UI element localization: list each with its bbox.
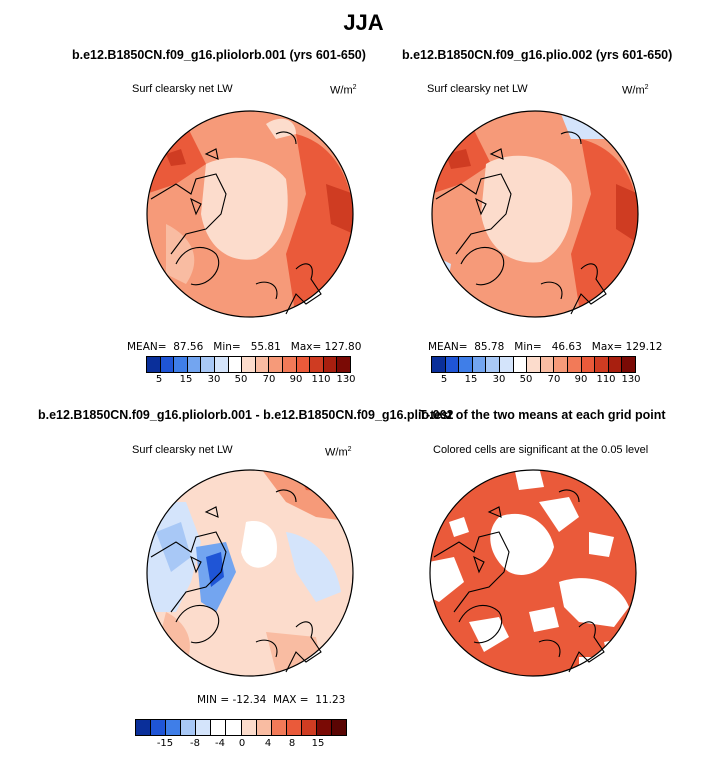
panel-1-stats: MEAN= 87.56 Min= 55.81 Max= 127.80 [127,341,362,353]
panel-2-title: b.e12.B1850CN.f09_g16.plio.002 (yrs 601-… [402,48,673,62]
panel-1-title: b.e12.B1850CN.f09_g16.pliolorb.001 (yrs … [72,48,366,62]
panel-1-map [146,110,354,318]
cbar-label: -4 [215,738,225,749]
panel-4-title: T-test of the two means at each grid poi… [419,408,666,422]
panel-2-map [431,110,639,318]
panel-3-colorbar [135,719,347,736]
cbar-label: 5 [155,374,163,385]
cbar-label: 5 [440,374,448,385]
cbar-label: 15 [311,738,325,749]
panel-2-units: W/m2 [622,84,649,97]
cbar-label: 70 [262,374,276,385]
cbar-label: 4 [264,738,272,749]
panel-4-subtitle: Colored cells are significant at the 0.0… [433,444,649,456]
panel-3-subtitle: Surf clearsky net LW [132,444,233,456]
cbar-label: -8 [190,738,200,749]
panel-1-colorbar [146,356,351,373]
panel-3-stats: MIN = -12.34 MAX = 11.23 [197,694,346,706]
cbar-label: 90 [574,374,588,385]
panel-3-units: W/m2 [325,446,352,459]
panel-1-subtitle: Surf clearsky net LW [132,83,233,95]
cbar-label: 90 [289,374,303,385]
cbar-label: 130 [336,374,356,385]
figure-title: JJA [343,10,384,35]
cbar-label: 110 [311,374,331,385]
cbar-label: 130 [621,374,641,385]
cbar-label: 0 [238,738,246,749]
cbar-label: 110 [596,374,616,385]
panel-2-subtitle: Surf clearsky net LW [427,83,528,95]
cbar-label: 50 [234,374,248,385]
cbar-label: 70 [547,374,561,385]
panel-4-map [429,469,637,677]
panel-2-stats: MEAN= 85.78 Min= 46.63 Max= 129.12 [428,341,663,353]
cbar-label: 15 [464,374,478,385]
cbar-label: 50 [519,374,533,385]
cbar-label: 8 [288,738,296,749]
panel-3-map [146,469,354,677]
cbar-label: 15 [179,374,193,385]
cbar-label: -15 [156,738,174,749]
panel-2-colorbar [431,356,636,373]
panel-3-title: b.e12.B1850CN.f09_g16.pliolorb.001 - b.e… [38,408,454,422]
cbar-label: 30 [207,374,221,385]
panel-1-units: W/m2 [330,84,357,97]
cbar-label: 30 [492,374,506,385]
